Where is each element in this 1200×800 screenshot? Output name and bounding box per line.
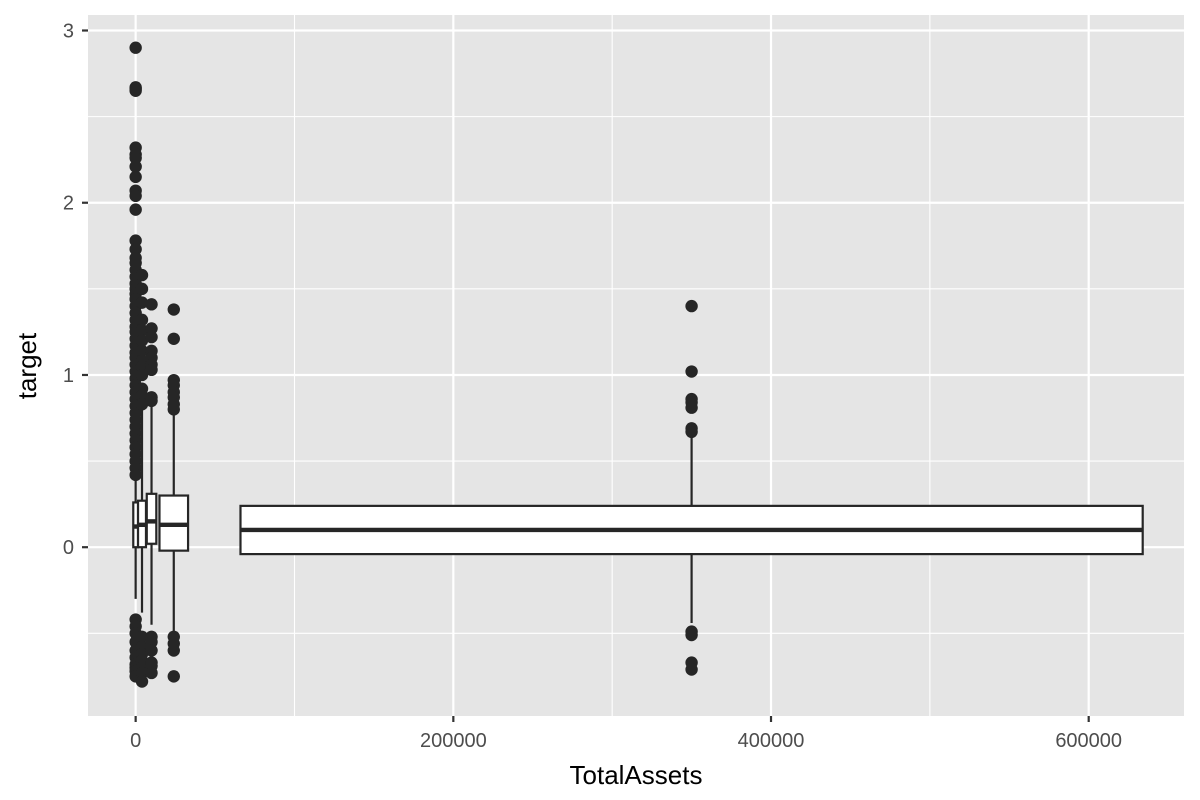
x-axis-title: TotalAssets xyxy=(570,760,703,790)
outlier-point xyxy=(129,234,142,247)
outlier-point xyxy=(145,394,158,408)
outlier-point xyxy=(129,41,142,54)
y-axis-title: target xyxy=(12,332,42,399)
outlier-point xyxy=(167,332,180,346)
outlier-point xyxy=(135,344,149,358)
outlier-point xyxy=(129,151,142,165)
outlier-point xyxy=(145,322,158,335)
outlier-point xyxy=(135,666,149,680)
outlier-point xyxy=(135,389,149,402)
outlier-point xyxy=(129,170,142,184)
outlier-point xyxy=(685,425,698,439)
outlier-point xyxy=(129,203,142,216)
outlier-point xyxy=(129,243,142,256)
outlier-point xyxy=(145,298,158,311)
outlier-point xyxy=(685,663,698,676)
outlier-point xyxy=(167,644,180,657)
outlier-point xyxy=(167,670,180,683)
outlier-point xyxy=(145,666,158,680)
y-tick-label: 0 xyxy=(63,537,74,559)
outlier-point xyxy=(135,268,149,282)
outlier-point xyxy=(145,363,158,377)
outlier-point xyxy=(135,313,149,327)
outlier-point xyxy=(135,334,149,347)
outlier-point xyxy=(135,282,149,296)
outlier-point xyxy=(135,675,149,688)
box-series xyxy=(132,400,1144,634)
outlier-point xyxy=(145,644,158,657)
outlier-point xyxy=(135,323,149,337)
outlier-point xyxy=(135,360,149,373)
outlier-point xyxy=(135,296,149,309)
outlier-point xyxy=(135,368,149,382)
x-tick-label: 400000 xyxy=(738,730,805,752)
outlier-point xyxy=(135,398,149,411)
minor-gridlines xyxy=(88,15,1184,716)
box-body xyxy=(145,492,158,545)
outlier-point xyxy=(145,330,158,344)
x-tick-label: 600000 xyxy=(1055,730,1122,752)
outlier-point xyxy=(685,365,698,378)
outlier-point xyxy=(129,160,142,173)
outlier-point xyxy=(167,303,180,316)
outlier-point xyxy=(135,630,149,643)
outlier-point xyxy=(685,628,698,642)
x-tick-label: 200000 xyxy=(420,730,487,752)
y-tick-label: 2 xyxy=(63,193,74,215)
x-axis: 0 200000 400000 600000 xyxy=(130,716,1122,752)
x-tick-label: 0 xyxy=(130,730,141,752)
outlier-points xyxy=(129,41,698,688)
outlier-point xyxy=(685,299,698,313)
y-tick-label: 1 xyxy=(63,365,74,387)
outlier-point xyxy=(685,401,698,414)
plot-panel xyxy=(88,15,1184,716)
outlier-point xyxy=(145,635,158,649)
outlier-point xyxy=(129,84,142,97)
outlier-point xyxy=(167,403,180,416)
outlier-point xyxy=(129,468,142,482)
y-axis: 0 1 2 3 xyxy=(63,21,88,559)
y-tick-label: 3 xyxy=(63,21,74,43)
outlier-point xyxy=(129,189,142,203)
